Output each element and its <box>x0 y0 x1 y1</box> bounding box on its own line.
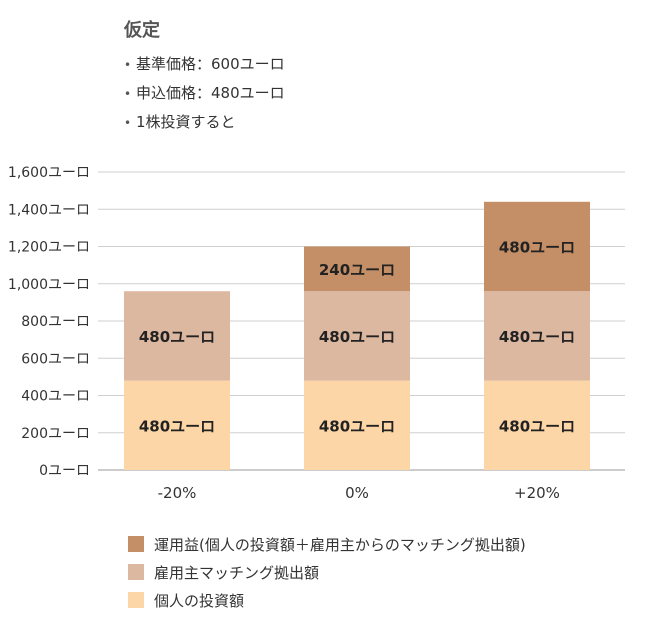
bar-data-label: 480ユーロ <box>499 328 575 346</box>
legend-swatch-gain <box>128 536 144 552</box>
assumptions-title: 仮定 <box>124 20 160 41</box>
stacked-bar-chart: 0ユーロ 200ユーロ 400ユーロ 600ユーロ 800ユーロ 1,000ユーロ 1,20… <box>8 165 625 502</box>
bar-segment <box>124 291 230 381</box>
legend-item-gain: 運用益(個人の投資額＋雇用主からのマッチング拠出額) <box>128 530 526 558</box>
bullet-icon: • <box>124 58 132 72</box>
assumption-text: 申込価格：480ユーロ <box>136 84 285 102</box>
legend-item-match: 雇用主マッチング拠出額 <box>128 558 526 586</box>
x-tick-label: +20% <box>514 484 560 502</box>
bar-segment <box>304 246 410 292</box>
bar-segment <box>484 201 590 292</box>
y-tick-label: 600ユーロ <box>21 351 90 367</box>
x-tick-label: -20% <box>158 484 197 502</box>
assumption-item: • 基準価格：600ユーロ <box>124 50 285 79</box>
bar-segment <box>484 291 590 381</box>
y-tick-label: 1,000ユーロ <box>8 277 90 293</box>
legend-label-match: 雇用主マッチング拠出額 <box>154 563 320 582</box>
y-tick-label: 0ユーロ <box>39 463 90 479</box>
bar-data-label: 480ユーロ <box>319 328 395 346</box>
bar-data-label: 480ユーロ <box>139 417 215 435</box>
y-tick-label: 400ユーロ <box>21 389 90 405</box>
x-tick-label: 0% <box>345 484 369 502</box>
bar-segment <box>304 380 410 470</box>
y-tick-label: 1,600ユーロ <box>8 165 90 181</box>
assumptions-list: • 基準価格：600ユーロ • 申込価格：480ユーロ • 1株投資すると <box>124 50 285 137</box>
legend-label-gain: 運用益(個人の投資額＋雇用主からのマッチング拠出額) <box>154 535 526 554</box>
legend-swatch-own <box>128 592 144 608</box>
chart-legend: 運用益(個人の投資額＋雇用主からのマッチング拠出額) 雇用主マッチング拠出額 個… <box>128 530 526 614</box>
assumption-item: • 申込価格：480ユーロ <box>124 79 285 108</box>
legend-swatch-match <box>128 564 144 580</box>
bar-data-label: 480ユーロ <box>319 417 395 435</box>
bar-segment <box>484 380 590 470</box>
assumption-text: 基準価格：600ユーロ <box>136 55 285 73</box>
bar-segment <box>304 291 410 381</box>
y-tick-label: 1,200ユーロ <box>8 240 90 256</box>
bar-data-label: 480ユーロ <box>499 239 575 257</box>
legend-item-own: 個人の投資額 <box>128 586 526 614</box>
bullet-icon: • <box>124 87 132 101</box>
assumption-text: 1株投資すると <box>136 113 236 131</box>
assumptions-panel: 仮定 • 基準価格：600ユーロ • 申込価格：480ユーロ • 1株投資すると <box>124 16 285 137</box>
y-tick-label: 200ユーロ <box>21 426 90 442</box>
bar-data-label: 480ユーロ <box>139 328 215 346</box>
bar-data-label: 240ユーロ <box>319 261 395 279</box>
y-tick-label: 800ユーロ <box>21 314 90 330</box>
bar-segment <box>124 380 230 470</box>
bullet-icon: • <box>124 116 132 130</box>
assumption-item: • 1株投資すると <box>124 108 285 137</box>
bar-data-label: 480ユーロ <box>499 417 575 435</box>
legend-label-own: 個人の投資額 <box>154 591 245 610</box>
y-tick-label: 1,400ユーロ <box>8 202 90 218</box>
